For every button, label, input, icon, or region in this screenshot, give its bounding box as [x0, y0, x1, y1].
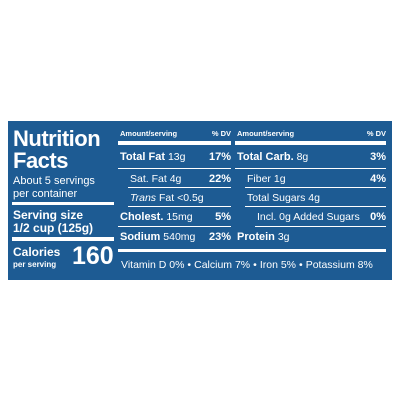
nutrient-name: Total Carb. [237, 151, 294, 163]
nutrient-amount: 3g [277, 231, 290, 243]
nutrient-row: Sat. Fat 4g [130, 174, 181, 185]
bullet: • [299, 259, 303, 271]
calories-value: 160 [72, 242, 114, 270]
daily-value: 3% [370, 151, 386, 163]
nutrient-name: Total Sugars [247, 192, 306, 204]
footer-item: Potassium 8% [305, 259, 373, 271]
nutrient-row: Protein 3g [237, 232, 290, 243]
bullet: • [253, 259, 257, 271]
footer: Vitamin D 0% • Calcium 7% • Iron 5% • Potassiu… [121, 260, 373, 271]
nutrient-amount: 13g [167, 151, 186, 163]
divider [118, 141, 231, 145]
daily-value: 22% [208, 173, 231, 185]
nutrient-row: Incl. 0g Added Sugars [257, 212, 360, 223]
divider [235, 168, 386, 169]
daily-value: 23% [208, 231, 231, 243]
footer-item: Calcium 7% [194, 259, 251, 271]
nutrient-amount: 8g [296, 151, 309, 163]
daily-value: 17% [208, 151, 231, 163]
column-header: % DV [366, 129, 386, 138]
servings: per container [13, 188, 78, 200]
nutrient-name: Fiber [247, 173, 271, 185]
daily-value: 4% [370, 173, 386, 185]
footer-item: Iron 5% [259, 259, 297, 271]
nutrient-amount: 4g [308, 192, 320, 204]
nutrient-name: Fat [158, 192, 175, 204]
nutrient-name: Incl. 0g Added Sugars [257, 211, 360, 223]
nutrient-row: Sodium 540mg [120, 232, 195, 243]
nutrient-row: Fiber 1g [247, 174, 286, 185]
servings: About 5 servings [13, 175, 95, 187]
divider [255, 226, 386, 227]
nutrient-row: Total Carb. 8g [237, 152, 308, 163]
nutrient-row: Total Fat 13g [120, 152, 185, 163]
nutrient-name: Cholest. [120, 211, 164, 223]
divider [118, 249, 386, 252]
nutrient-name: Trans [130, 192, 157, 204]
nutrition-label: Nutrition Facts About 5 servings per con… [8, 121, 392, 280]
divider [12, 237, 114, 241]
nutrient-name: Sat. Fat [130, 173, 167, 185]
divider [245, 187, 386, 188]
serving-size-label: Serving size [13, 208, 84, 222]
column-header: Amount/serving [120, 129, 178, 138]
calories-label: Calories [13, 245, 61, 259]
divider [118, 168, 231, 169]
nutrient-row: Trans Fat <0.5g [130, 193, 204, 204]
nutrient-amount: 540mg [163, 231, 196, 243]
nutrient-row: Total Sugars 4g [247, 193, 320, 204]
column-header: Amount/serving [237, 129, 295, 138]
nutrient-name: Protein [237, 231, 275, 243]
daily-value: 5% [215, 211, 231, 223]
footer-item: Vitamin D 0% [121, 259, 185, 271]
divider [12, 202, 114, 205]
divider [245, 206, 386, 207]
nutrient-amount: 4g [169, 173, 182, 185]
title: Nutrition [13, 126, 101, 151]
divider [235, 141, 386, 145]
divider [128, 187, 231, 188]
nutrient-name: Total Fat [120, 151, 166, 163]
bullet: • [187, 259, 192, 271]
serving-size-value: 1/2 cup (125g) [13, 221, 94, 235]
title: Facts [13, 148, 68, 173]
column-header: % DV [211, 129, 231, 138]
calories-sub: per serving [13, 260, 57, 269]
nutrient-row: Cholest. 15mg [120, 212, 193, 223]
divider [118, 226, 231, 227]
nutrient-amount: <0.5g [177, 192, 204, 204]
daily-value: 0% [370, 211, 386, 223]
nutrient-amount: 15mg [166, 211, 193, 223]
nutrient-name: Sodium [120, 231, 161, 243]
divider [128, 206, 231, 207]
nutrient-amount: 1g [273, 173, 286, 185]
